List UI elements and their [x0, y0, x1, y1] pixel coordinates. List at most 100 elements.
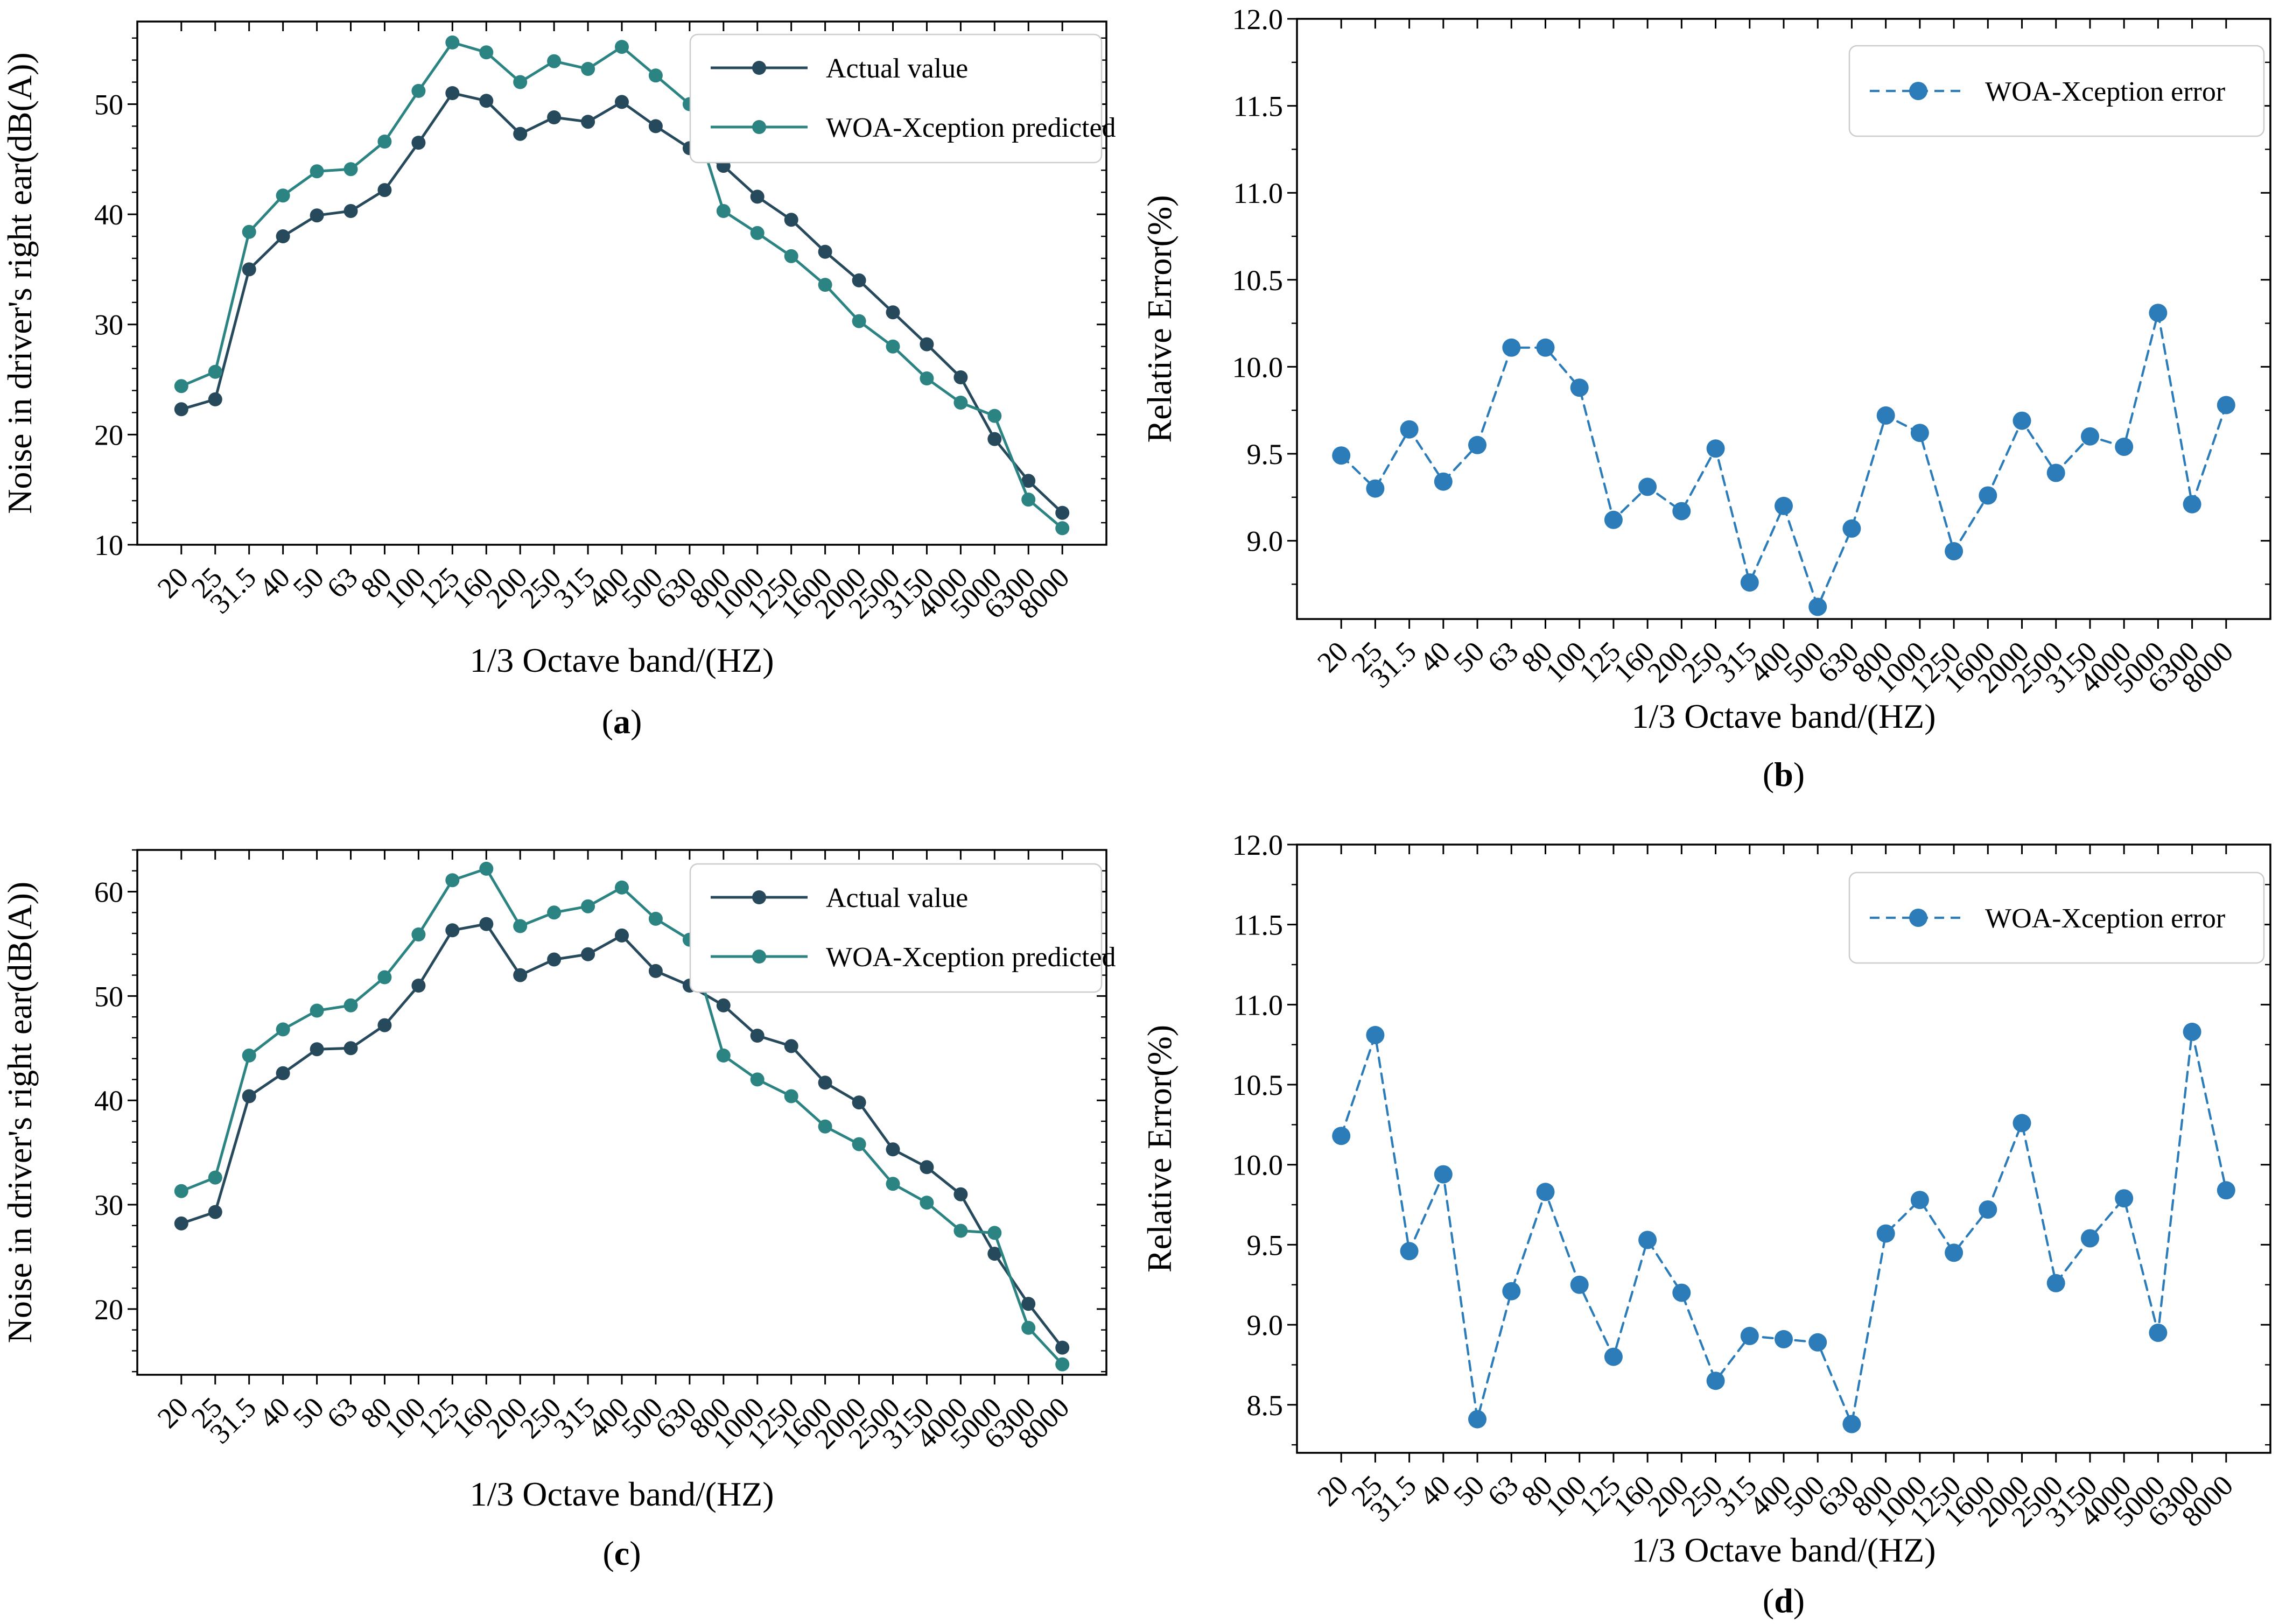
legend-swatch-marker: [752, 61, 766, 75]
data-point: [1536, 338, 1555, 357]
data-point: [377, 183, 392, 198]
data-point: [208, 1205, 222, 1219]
panel-d-chart: 202531.540506380100125160200250315400500…: [1140, 829, 2271, 1620]
data-point: [174, 1216, 188, 1231]
data-point: [750, 189, 765, 204]
data-point: [920, 1160, 934, 1175]
y-axis: 10 20 30 40 50: [94, 37, 1106, 561]
data-point: [479, 94, 494, 108]
y-tick-label: 9.0: [1247, 525, 1284, 558]
data-point: [852, 1095, 866, 1110]
data-point: [513, 75, 528, 89]
legend: Actual value WOA-Xception predicted: [689, 863, 1116, 993]
data-point: [547, 952, 562, 967]
y-axis-title: Relative Error(%): [1140, 1025, 1179, 1273]
y-tick-label: 10.0: [1232, 351, 1284, 383]
y-axis-title: Relative Error(%): [1140, 195, 1179, 442]
data-point: [343, 204, 358, 218]
data-point: [310, 208, 324, 223]
panel-b: 20 25 31.5 40 50 63 80 100 125 160 200 250 315 400 500…: [1140, 0, 2279, 812]
data-point: [784, 1089, 798, 1103]
data-point: [343, 1041, 358, 1056]
data-point: [1740, 573, 1759, 592]
data-point: [411, 927, 426, 941]
data-point: [513, 919, 528, 933]
data-point: [1842, 519, 1861, 538]
data-point: [1502, 338, 1521, 357]
data-point: [1775, 1330, 1793, 1348]
y-tick-label: 10.5: [1232, 264, 1284, 297]
data-point: [2183, 495, 2201, 514]
data-point: [276, 188, 290, 203]
y-tick-label: 50: [94, 88, 123, 121]
data-point: [1366, 1025, 1385, 1044]
data-point: [987, 432, 1002, 446]
y-tick-label: 11.5: [1233, 909, 1284, 941]
data-point: [547, 110, 562, 124]
data-point: [1638, 477, 1657, 496]
panel-c-chart: 202531.540506380100125160200250315400500…: [1, 849, 1116, 1572]
y-tick-label: 8.5: [1247, 1389, 1284, 1422]
legend: WOA-Xception error: [1848, 45, 2265, 137]
x-axis-title: 1/3 Octave band/(HZ): [469, 641, 774, 679]
data-point: [784, 1039, 798, 1053]
data-point: [886, 1177, 900, 1191]
data-point: [1434, 472, 1453, 491]
y-tick-label: 40: [94, 199, 123, 231]
data-point: [1055, 521, 1070, 536]
data-point: [310, 1003, 324, 1018]
data-point: [1604, 510, 1623, 529]
data-point: [2012, 411, 2031, 430]
panel-d: 20 25 31.5 40 50 63 80 100 125 160 200 250 315 400 500…: [1140, 812, 2279, 1624]
data-point: [886, 1142, 900, 1157]
data-point: [581, 899, 595, 913]
y-axis: 8.5 9.0 9.5 10.0 10.5 11.0 11.5 12.0: [1232, 829, 2270, 1446]
data-point: [1808, 597, 1827, 616]
legend-box: [1848, 45, 2265, 137]
data-point: [716, 204, 731, 218]
data-point: [513, 968, 528, 982]
data-point: [1468, 435, 1486, 454]
data-point: [1672, 1283, 1691, 1302]
y-axis-title: Noise in driver's right ear(dB(A)): [1, 882, 39, 1344]
data-point: [1910, 1191, 1929, 1210]
data-point: [2217, 1181, 2235, 1200]
data-point: [174, 379, 188, 393]
data-point: [1055, 1340, 1070, 1355]
y-tick-label: 30: [94, 309, 123, 341]
y-tick-label: 9.5: [1247, 1229, 1284, 1261]
legend: WOA-Xception error: [1848, 871, 2265, 964]
data-point: [750, 1072, 765, 1087]
data-point: [818, 278, 832, 292]
series-woa-xception-error: [1332, 1022, 2235, 1433]
data-point: [276, 229, 290, 243]
data-point: [615, 928, 629, 943]
data-point: [411, 136, 426, 150]
y-tick-label: 10.0: [1232, 1149, 1284, 1182]
data-point: [1434, 1165, 1453, 1184]
legend-label: Actual value: [826, 53, 968, 84]
data-point: [716, 1048, 731, 1063]
data-point: [1876, 406, 1895, 425]
y-tick-label: 9.0: [1247, 1309, 1284, 1341]
data-point: [886, 339, 900, 354]
data-point: [2115, 438, 2134, 456]
y-tick-label: 60: [94, 876, 123, 909]
data-point: [377, 1018, 392, 1032]
data-point: [310, 1042, 324, 1057]
data-point: [581, 62, 595, 76]
legend-label: WOA-Xception error: [1985, 76, 2225, 107]
data-point: [479, 917, 494, 931]
data-point: [1332, 446, 1351, 465]
data-point: [208, 392, 222, 406]
data-point: [1400, 1242, 1419, 1261]
data-point: [276, 1022, 290, 1037]
data-point: [1979, 486, 1997, 505]
data-point: [174, 402, 188, 417]
data-point: [1536, 1183, 1555, 1201]
y-tick-label: 9.5: [1247, 438, 1284, 470]
data-point: [1468, 1410, 1486, 1429]
data-point: [886, 305, 900, 320]
data-point: [1876, 1224, 1895, 1243]
data-point: [615, 880, 629, 895]
